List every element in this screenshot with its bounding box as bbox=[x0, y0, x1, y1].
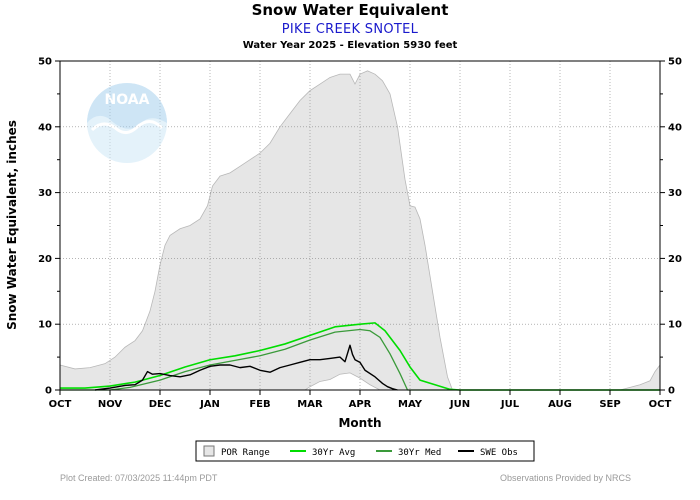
legend-label-por: POR Range bbox=[221, 448, 270, 458]
y-tick-label-right: 0 bbox=[668, 386, 675, 397]
x-tick-label: MAR bbox=[297, 399, 323, 410]
y-tick-label-right: 20 bbox=[668, 254, 682, 265]
x-tick-label: FEB bbox=[249, 399, 270, 410]
y-tick-label-left: 0 bbox=[45, 386, 52, 397]
legend: POR Range 30Yr Avg 30Yr Med SWE Obs bbox=[195, 440, 535, 462]
y-tick-label-left: 40 bbox=[38, 122, 52, 133]
station-name: PIKE CREEK SNOTEL bbox=[281, 22, 419, 37]
y-tick-label-left: 50 bbox=[38, 57, 52, 68]
y-tick-label-left: 10 bbox=[38, 320, 52, 331]
x-tick-label: MAY bbox=[398, 399, 423, 410]
y-tick-label-right: 40 bbox=[668, 122, 682, 133]
series-swe-obs bbox=[94, 344, 398, 391]
legend-box bbox=[195, 440, 535, 462]
x-tick-label: OCT bbox=[649, 399, 672, 410]
legend-label-med: 30Yr Med bbox=[398, 448, 441, 458]
noaa-logo-icon: NOAA bbox=[87, 83, 167, 163]
legend-label-avg: 30Yr Avg bbox=[312, 448, 355, 458]
x-tick-label: JAN bbox=[199, 399, 220, 410]
y-tick-label-right: 10 bbox=[668, 320, 682, 331]
y-tick-label-right: 30 bbox=[668, 188, 682, 199]
series-30yr-med bbox=[60, 328, 660, 391]
x-tick-label: DEC bbox=[149, 399, 171, 410]
chart-title: Snow Water Equivalent bbox=[251, 1, 449, 19]
y-tick-label-left: 30 bbox=[38, 188, 52, 199]
legend-label-obs: SWE Obs bbox=[480, 448, 518, 458]
x-tick-label: JUL bbox=[500, 399, 520, 410]
x-tick-label: NOV bbox=[98, 399, 123, 410]
y-tick-label-right: 50 bbox=[668, 57, 682, 68]
x-tick-label: APR bbox=[349, 399, 372, 410]
y-tick-label-left: 20 bbox=[38, 254, 52, 265]
y-axis-label: Snow Water Equivalent, inches bbox=[5, 120, 19, 330]
series-30yr-avg bbox=[60, 322, 660, 391]
x-tick-label: OCT bbox=[49, 399, 72, 410]
x-tick-label: JUN bbox=[449, 399, 470, 410]
x-axis-label: Month bbox=[338, 416, 381, 430]
observations-credit: Observations Provided by NRCS bbox=[499, 473, 631, 483]
series-layer bbox=[60, 322, 660, 391]
x-tick-label: AUG bbox=[548, 399, 572, 410]
x-tick-label: SEP bbox=[599, 399, 620, 410]
plot-created-note: Plot Created: 07/03/2025 11:44pm PDT bbox=[60, 473, 218, 483]
axes-layer: 0 0 10 10 20 20 30 30 40 40 50 50 OCT NOV DEC JAN FEB MAR… bbox=[38, 57, 682, 411]
legend-swatch-por bbox=[203, 445, 215, 457]
chart-subtitle: Water Year 2025 - Elevation 5930 feet bbox=[242, 40, 458, 51]
noaa-logo-text: NOAA bbox=[105, 92, 150, 108]
